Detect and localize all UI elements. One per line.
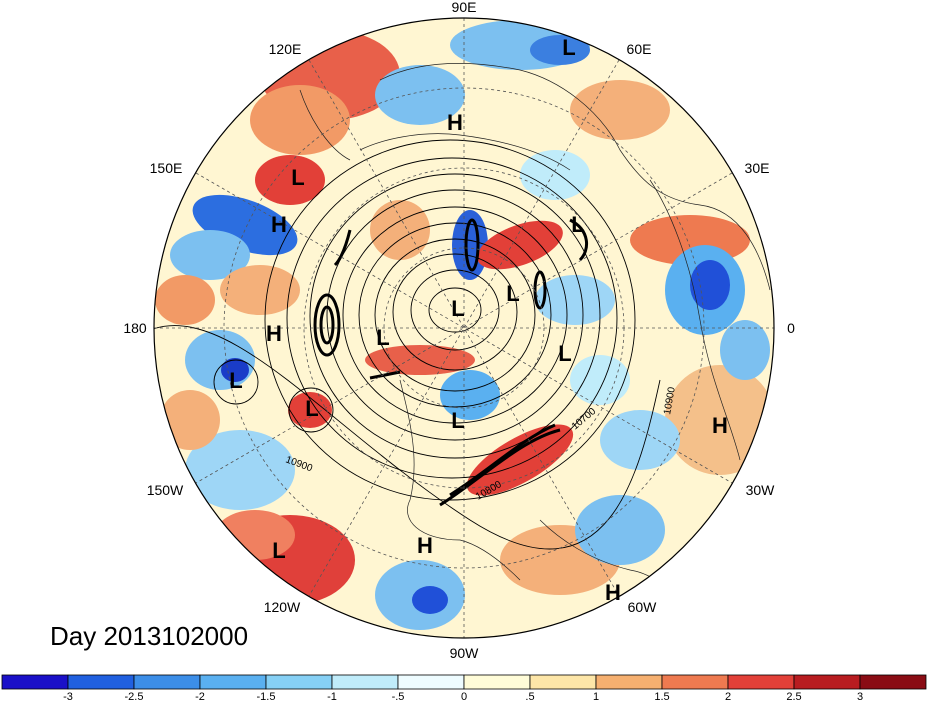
pressure-center-marker: L [562, 35, 575, 60]
colorbar: -3 -2.5 -2 -1.5 -1 -.5 0 .5 1 1.5 2 2.5 3 [1, 674, 927, 702]
pressure-center-marker: H [417, 533, 433, 558]
colorbar-swatch [727, 674, 795, 690]
date-title: Day 2013102000 [50, 621, 248, 651]
lon-label-90W: 90W [450, 645, 480, 661]
colorbar-tick-label: -.5 [392, 691, 405, 702]
colorbar-tick-label: -1 [327, 691, 337, 702]
pressure-center-marker: L [376, 325, 389, 350]
colorbar-tick-label: -3 [63, 691, 73, 702]
longitude-labels: 90E 60E 30E 0 30W 60W 90W 120W 150W 180 … [123, 0, 795, 661]
height-contours [154, 139, 661, 550]
map-boundary [153, 17, 775, 639]
colorbar-swatch [595, 674, 663, 690]
colorbar-swatch [859, 674, 927, 690]
lon-label-150W: 150W [147, 482, 184, 498]
colorbar-swatch [331, 674, 399, 690]
pressure-center-marker: H [452, 108, 468, 133]
colorbar-tick-label: 3 [857, 691, 863, 702]
pressure-center-marker: L [571, 212, 584, 237]
pressure-center-marker: L [558, 341, 571, 366]
map-disc [154, 18, 774, 638]
colorbar-tick-label: -2 [195, 691, 205, 702]
pressure-center-marker: H [266, 321, 282, 346]
colorbar-tick-label: 0 [461, 691, 467, 702]
colorbar-swatch [529, 674, 597, 690]
lon-label-90E: 90E [452, 0, 477, 15]
colorbar-swatch [397, 674, 465, 690]
colorbar-swatch [463, 674, 531, 690]
lon-label-30W: 30W [746, 482, 776, 498]
pressure-center-marker: L [305, 396, 318, 421]
lon-label-60E: 60E [627, 41, 652, 57]
colorbar-swatch [199, 674, 267, 690]
colorbar-swatch [1, 674, 69, 690]
lon-label-120W: 120W [264, 599, 301, 615]
lon-label-30E: 30E [745, 160, 770, 176]
contour-label: 10900 [662, 386, 678, 416]
colorbar-tick-label: 2.5 [786, 691, 801, 702]
pressure-centers: L H L H H L L L L L L L L H H L H H [229, 35, 728, 605]
pressure-center-marker: L [272, 538, 285, 563]
colorbar-swatch [265, 674, 333, 690]
colorbar-tick-label: .5 [525, 691, 534, 702]
pressure-center-marker: L [506, 281, 519, 306]
pressure-center-marker: L [291, 165, 304, 190]
pressure-center-marker: L [451, 408, 464, 433]
colorbar-swatch [133, 674, 201, 690]
pressure-center-marker: L [229, 368, 242, 393]
colorbar-tick-label: 1.5 [654, 691, 669, 702]
colorbar-swatch [661, 674, 729, 690]
pressure-center-marker: L [451, 296, 464, 321]
lon-label-180: 180 [123, 320, 147, 336]
lon-label-120E: 120E [269, 41, 302, 57]
pressure-center-marker: H [271, 212, 287, 237]
lon-label-60W: 60W [628, 599, 658, 615]
colorbar-tick-label: 2 [725, 691, 731, 702]
colorbar-swatch [793, 674, 861, 690]
colorbar-swatch [67, 674, 135, 690]
colorbar-tick-label: 1 [593, 691, 599, 702]
lon-label-0: 0 [787, 320, 795, 336]
pressure-center-marker: H [605, 580, 621, 605]
pressure-center-marker: H [447, 110, 463, 135]
anomaly-shading [155, 20, 774, 630]
graticule [154, 18, 774, 638]
lon-label-150E: 150E [150, 160, 183, 176]
jet-contours [313, 218, 589, 507]
colorbar-tick-label: -2.5 [125, 691, 144, 702]
colorbar-tick-label: -1.5 [257, 691, 276, 702]
pressure-center-marker: H [712, 413, 728, 438]
